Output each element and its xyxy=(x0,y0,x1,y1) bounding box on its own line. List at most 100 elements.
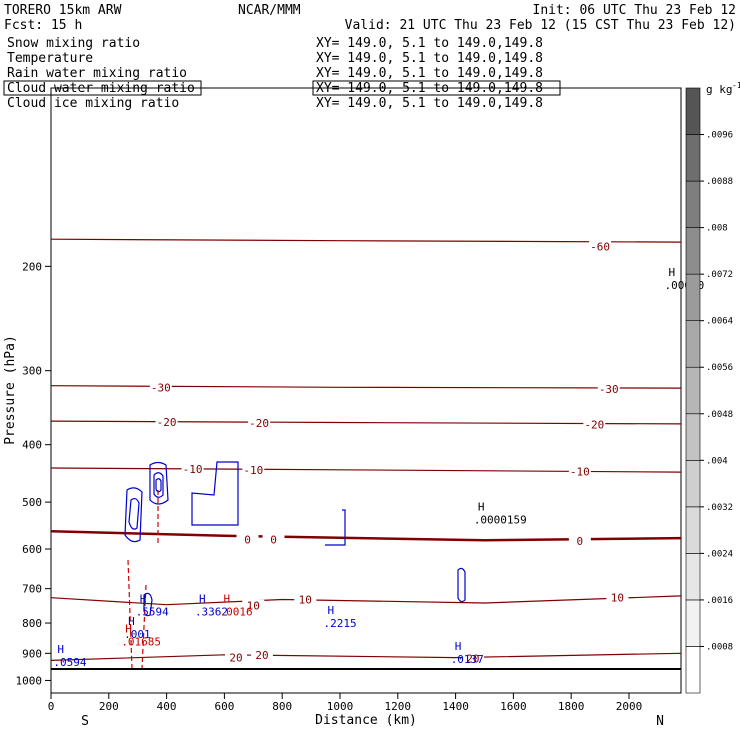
temperature-contour xyxy=(50,467,682,473)
maximum-value-label: .01685 xyxy=(121,636,161,649)
colorbar-tick-label: .0024 xyxy=(706,549,733,559)
legend-entry-xy: XY= 149.0, 5.1 to 149.0,149.8 xyxy=(316,51,543,66)
colorbar-swatch xyxy=(685,506,701,554)
cloud-water-contour xyxy=(149,461,169,505)
maximum-h-marker: H xyxy=(224,593,231,606)
temperature-contour-label: -20 xyxy=(249,417,269,430)
legend-entry-label: Temperature xyxy=(7,51,93,66)
maximum-value-label: .0137 xyxy=(451,653,484,666)
contour-label-bg xyxy=(236,533,259,546)
temperature-contour-label: -60 xyxy=(590,240,610,253)
x-tick-label: 800 xyxy=(272,700,292,713)
maximum-value-label: .3362 xyxy=(195,606,228,619)
y-tick-label: 1000 xyxy=(16,674,43,687)
cloud-water-contour xyxy=(457,567,466,603)
contour-label-bg xyxy=(461,652,484,665)
temperature-contour-label: -10 xyxy=(570,466,590,479)
legend-entry-xy: XY= 149.0, 5.1 to 149.0,149.8 xyxy=(316,36,543,51)
cloud-water-contour xyxy=(128,497,140,530)
maximum-value-label: .0594 xyxy=(53,656,86,669)
contour-label-bg xyxy=(250,648,273,661)
contour-label-bg xyxy=(242,463,265,476)
south-end-label: S xyxy=(81,714,89,729)
cloud-water-contour xyxy=(124,487,143,543)
colorbar-tick-label: .0008 xyxy=(706,642,733,652)
temperature-contour-label: -30 xyxy=(599,383,619,396)
maximum-value-label: .2215 xyxy=(324,617,357,630)
x-tick-label: 1000 xyxy=(327,700,354,713)
x-tick-label: 1400 xyxy=(442,700,469,713)
init-time: Init: 06 UTC Thu 23 Feb 12 xyxy=(533,3,737,18)
rain-water-contour xyxy=(141,584,147,669)
contour-label-bg xyxy=(583,418,606,431)
temperature-contour-label: 20 xyxy=(229,652,242,665)
colorbar-swatch xyxy=(685,87,701,135)
contour-label-bg xyxy=(568,465,591,478)
colorbar-tick-label: .0048 xyxy=(706,410,733,420)
cloud-water-contour xyxy=(191,461,239,526)
maximum-h-marker: H xyxy=(328,604,335,617)
colorbar-swatch xyxy=(685,460,701,508)
y-tick-label: 600 xyxy=(22,543,42,556)
contour-label-bg xyxy=(606,591,629,604)
colorbar-tick-label: .0016 xyxy=(706,596,733,606)
north-end-label: N xyxy=(656,714,664,729)
x-tick-label: 0 xyxy=(48,700,55,713)
cloud-water-contour xyxy=(155,478,162,493)
temperature-contour-label: -20 xyxy=(584,419,604,432)
maximum-h-marker: H xyxy=(478,501,485,514)
temperature-contour-label: 0 xyxy=(577,535,584,548)
temperature-contour-label: -10 xyxy=(243,464,263,477)
y-tick-label: 300 xyxy=(22,365,42,378)
x-tick-label: 2000 xyxy=(616,700,643,713)
x-axis-label: Distance (km) xyxy=(315,713,417,728)
temperature-contour-label: -20 xyxy=(157,416,177,429)
legend: Snow mixing ratio XY= 149.0, 5.1 to 149.0… xyxy=(3,36,561,111)
contour-label-bg xyxy=(149,381,172,394)
plot-frame xyxy=(50,87,682,694)
y-tick-label: 200 xyxy=(22,260,42,273)
maximum-h-marker: H xyxy=(140,593,147,606)
colorbar-unit: g kg xyxy=(706,83,733,96)
legend-entry-label: Cloud ice mixing ratio xyxy=(7,96,179,111)
maximum-h-marker: H xyxy=(455,640,462,653)
colorbar-tick-label: .0064 xyxy=(706,317,733,327)
contour-label-bg xyxy=(294,593,317,606)
cloud-water-contour xyxy=(325,509,346,546)
maximum-h-marker: H xyxy=(199,593,206,606)
temperature-contour-label: 10 xyxy=(611,592,624,605)
contour-label-bg xyxy=(597,382,620,395)
rain-water-contours xyxy=(127,490,159,669)
colorbar-tick-label: .004 xyxy=(706,456,728,466)
center-title: NCAR/MMM xyxy=(238,3,301,18)
maximum-value-label: .5594 xyxy=(136,606,169,619)
maximum-value-label: .001 xyxy=(124,628,150,641)
contour-label-bg xyxy=(224,651,247,664)
colorbar-swatch xyxy=(685,413,701,461)
rain-water-contour xyxy=(127,559,133,669)
x-tick-label: 600 xyxy=(214,700,234,713)
temperature-contour-label: 20 xyxy=(466,652,479,665)
contour-label-bg xyxy=(568,535,591,548)
x-tick-label: 200 xyxy=(99,700,119,713)
contour-label-bg xyxy=(155,415,178,428)
colorbar-swatch xyxy=(685,553,701,601)
valid-time: Valid: 21 UTC Thu 23 Feb 12 (15 CST Thu … xyxy=(345,18,736,33)
legend-entry-xy: XY= 149.0, 5.1 to 149.0,149.8 xyxy=(316,96,543,111)
colorbar-swatch xyxy=(685,180,701,228)
colorbar-tick-label: .0072 xyxy=(706,270,733,280)
maximum-h-marker: H xyxy=(669,266,676,279)
legend-entry-label: Snow mixing ratio xyxy=(7,36,140,51)
temperature-contours: -60 -30 -30 -20 -20 -20 -10 -10 -10 0 0 0 10 10 10 20 20… xyxy=(50,238,682,665)
y-tick-label: 800 xyxy=(22,617,42,630)
contour-label-bg xyxy=(262,533,285,546)
contour-label-bg xyxy=(248,417,271,430)
colorbar-tick-label: .0096 xyxy=(706,131,733,141)
temperature-contour-label: -10 xyxy=(183,463,203,476)
temperature-contour-label: 20 xyxy=(255,649,268,662)
maximum-h-marker: H xyxy=(125,623,132,636)
temperature-contour xyxy=(50,652,682,661)
temperature-contour xyxy=(50,385,682,389)
model-title: TORERO 15km ARW xyxy=(4,3,122,18)
